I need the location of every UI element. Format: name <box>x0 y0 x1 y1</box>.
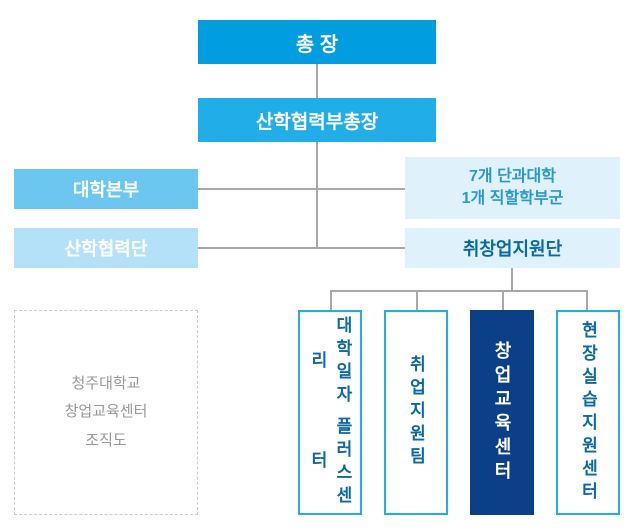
line-h1 <box>198 188 405 190</box>
node-colleges-label: 7개 단과대학 1개 직할학부군 <box>462 166 564 211</box>
line-c2 <box>416 290 418 310</box>
line-c3 <box>502 290 504 310</box>
line-h2 <box>198 247 405 249</box>
caption-line3: 조직도 <box>85 427 126 456</box>
node-support-label: 취창업지원단 <box>463 235 562 261</box>
line-v2 <box>316 142 318 248</box>
node-child-4-col1: 현장실습지원센터 <box>576 321 601 505</box>
node-support: 취창업지원단 <box>405 228 620 268</box>
node-child-1-col2: 플러스센터 <box>305 413 355 514</box>
node-child-2-col1: 취업지원팀 <box>404 355 429 470</box>
node-vice-president: 산학협력부총장 <box>198 98 436 142</box>
node-child-3: 창업교육센터 <box>470 310 534 515</box>
node-president-label: 총 장 <box>296 28 338 57</box>
node-president: 총 장 <box>198 20 436 64</box>
node-child-1-col1: 대학일자리 <box>305 312 355 413</box>
node-child-4: 현장실습지원센터 <box>556 310 620 515</box>
node-child-1: 대학일자리 플러스센터 <box>298 310 362 515</box>
node-child-2: 취업지원팀 <box>384 310 448 515</box>
node-hq-label: 대학본부 <box>73 176 139 202</box>
line-v3 <box>511 268 513 290</box>
line-c4 <box>586 290 588 310</box>
line-h3 <box>330 290 588 292</box>
node-vice-president-label: 산학협력부총장 <box>256 107 378 134</box>
line-c1 <box>330 290 332 310</box>
line-v1 <box>316 64 318 98</box>
caption-line2: 창업교육센터 <box>65 398 148 427</box>
node-coop-label: 산학협력단 <box>65 235 148 261</box>
node-hq: 대학본부 <box>14 169 198 209</box>
node-child-3-col1: 창업교육센터 <box>489 341 515 485</box>
caption-line1: 청주대학교 <box>71 370 140 399</box>
node-coop: 산학협력단 <box>14 228 198 268</box>
node-colleges: 7개 단과대학 1개 직할학부군 <box>405 157 620 219</box>
caption-box: 청주대학교 창업교육센터 조직도 <box>14 310 198 515</box>
